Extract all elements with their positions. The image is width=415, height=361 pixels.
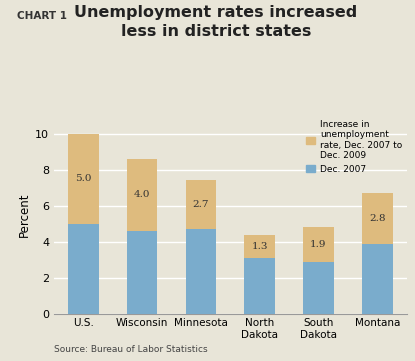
Bar [127, 231, 157, 314]
Text: 2.7: 2.7 [193, 200, 209, 209]
Bar [186, 229, 216, 314]
Text: 2.8: 2.8 [369, 214, 386, 223]
Text: 4.0: 4.0 [134, 191, 150, 199]
Bar [68, 134, 99, 224]
Y-axis label: Percent: Percent [18, 192, 31, 237]
Text: CHART 1: CHART 1 [17, 11, 66, 21]
Bar [68, 224, 99, 314]
Bar [362, 193, 393, 244]
Bar [244, 235, 275, 258]
Legend: Increase in
unemployment
rate, Dec. 2007 to
Dec. 2009, Dec. 2007: Increase in unemployment rate, Dec. 2007… [304, 117, 405, 177]
Bar [362, 244, 393, 314]
Bar [244, 258, 275, 314]
Bar [303, 262, 334, 314]
Text: Source: Bureau of Labor Statistics: Source: Bureau of Labor Statistics [54, 345, 208, 354]
Bar [127, 159, 157, 231]
Text: 1.3: 1.3 [251, 242, 268, 251]
Text: 1.9: 1.9 [310, 240, 327, 249]
Bar [303, 227, 334, 262]
Text: 5.0: 5.0 [75, 174, 92, 183]
Text: Unemployment rates increased
less in district states: Unemployment rates increased less in dis… [74, 5, 357, 39]
Bar [186, 180, 216, 229]
